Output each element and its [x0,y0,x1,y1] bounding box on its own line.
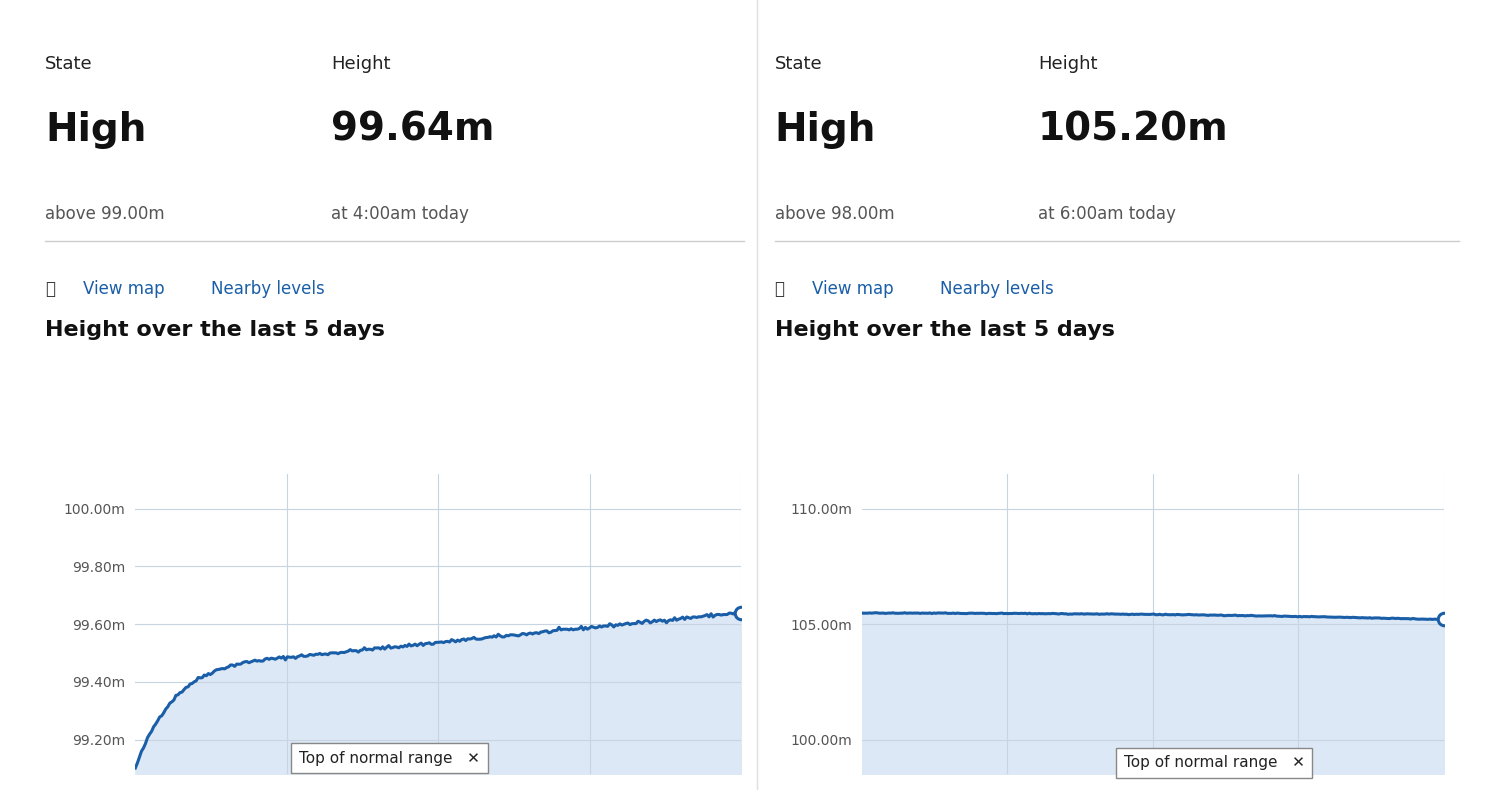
Text: 99.64m: 99.64m [331,111,495,149]
Text: ⌖: ⌖ [45,280,56,299]
Text: at 6:00am today: at 6:00am today [1038,205,1176,224]
Text: above 99.00m: above 99.00m [45,205,165,224]
Text: Height: Height [331,55,391,73]
Text: Height: Height [1038,55,1098,73]
Text: at 4:00am today: at 4:00am today [331,205,469,224]
Text: High: High [45,111,146,149]
Text: State: State [45,55,93,73]
Text: Height over the last 5 days: Height over the last 5 days [775,320,1114,340]
Text: Nearby levels: Nearby levels [940,280,1054,299]
Text: 105.20m: 105.20m [1038,111,1229,149]
Text: View map: View map [812,280,893,299]
Text: View map: View map [83,280,164,299]
Text: High: High [775,111,875,149]
Text: State: State [775,55,823,73]
Text: Top of normal range   ✕: Top of normal range ✕ [1123,755,1304,770]
Text: above 98.00m: above 98.00m [775,205,895,224]
Text: ⌖: ⌖ [775,280,785,299]
Text: Nearby levels: Nearby levels [211,280,325,299]
Text: Top of normal range   ✕: Top of normal range ✕ [299,750,480,766]
Text: Height over the last 5 days: Height over the last 5 days [45,320,385,340]
